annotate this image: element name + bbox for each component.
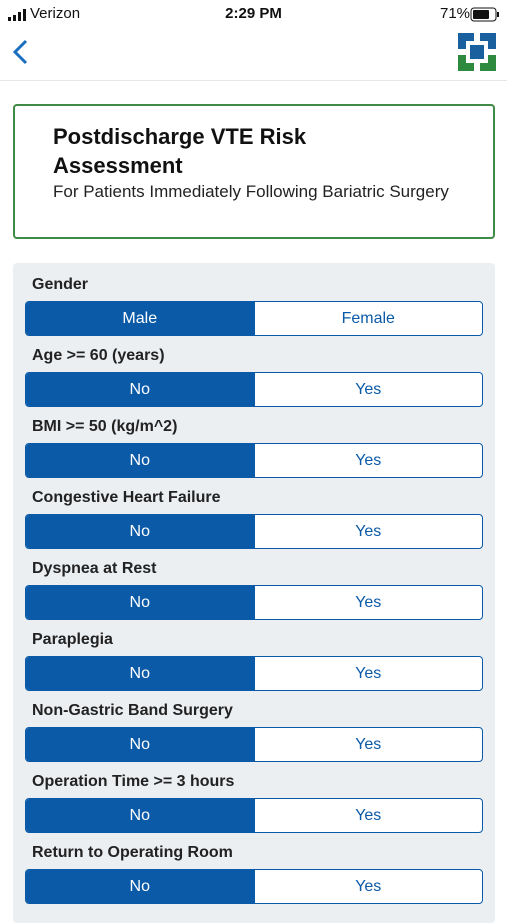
divider [0, 80, 507, 81]
question-label: Congestive Heart Failure [32, 489, 221, 506]
option-button[interactable]: No [26, 657, 254, 690]
option-button[interactable]: Yes [253, 728, 483, 761]
option-button[interactable]: Yes [253, 373, 483, 406]
question-label: Non-Gastric Band Surgery [32, 702, 233, 719]
segmented-control: No Yes [25, 656, 483, 691]
option-button[interactable]: No [26, 870, 254, 903]
app-screen: Verizon 2:29 PM 71% Postdischarge VTE Ri… [0, 5, 507, 923]
question-label: Gender [32, 276, 89, 293]
segmented-control: No Yes [25, 514, 483, 549]
signal-icon [8, 9, 26, 21]
option-button[interactable]: Yes [253, 515, 483, 548]
option-button[interactable]: Female [253, 302, 483, 335]
clock: 2:29 PM [225, 5, 282, 22]
segmented-control: No Yes [25, 727, 483, 762]
battery-level: 71% [440, 5, 471, 22]
back-button[interactable] [10, 38, 32, 66]
option-button[interactable]: No [26, 515, 254, 548]
question-label: Operation Time >= 3 hours [32, 773, 235, 790]
question-label: Paraplegia [32, 631, 113, 648]
option-button[interactable]: Yes [253, 444, 483, 477]
option-button[interactable]: No [26, 799, 254, 832]
logo [458, 33, 496, 71]
segmented-control: No Yes [25, 869, 483, 904]
segmented-control: No Yes [25, 372, 483, 407]
question-label: Dyspnea at Rest [32, 560, 157, 577]
option-button[interactable]: No [26, 373, 254, 406]
option-button[interactable]: No [26, 444, 254, 477]
question-label: BMI >= 50 (kg/m^2) [32, 418, 178, 435]
segmented-control: No Yes [25, 443, 483, 478]
option-button[interactable]: Yes [253, 870, 483, 903]
question-label: Return to Operating Room [32, 844, 233, 861]
option-button[interactable]: Yes [253, 586, 483, 619]
segmented-control: No Yes [25, 798, 483, 833]
option-button[interactable]: No [26, 586, 254, 619]
carrier: Verizon [30, 5, 81, 22]
header-card: Postdischarge VTE Risk Assessment For Pa… [13, 104, 495, 239]
battery-icon [470, 7, 499, 22]
option-button[interactable]: No [26, 728, 254, 761]
segmented-control: No Yes [25, 585, 483, 620]
question-label: Age >= 60 (years) [32, 347, 165, 364]
segmented-control: Male Female [25, 301, 483, 336]
subtitle: For Patients Immediately Following Baria… [53, 182, 449, 201]
option-button[interactable]: Yes [253, 657, 483, 690]
option-button[interactable]: Yes [253, 799, 483, 832]
option-button[interactable]: Male [26, 302, 254, 335]
title: Postdischarge VTE Risk Assessment [53, 124, 307, 178]
